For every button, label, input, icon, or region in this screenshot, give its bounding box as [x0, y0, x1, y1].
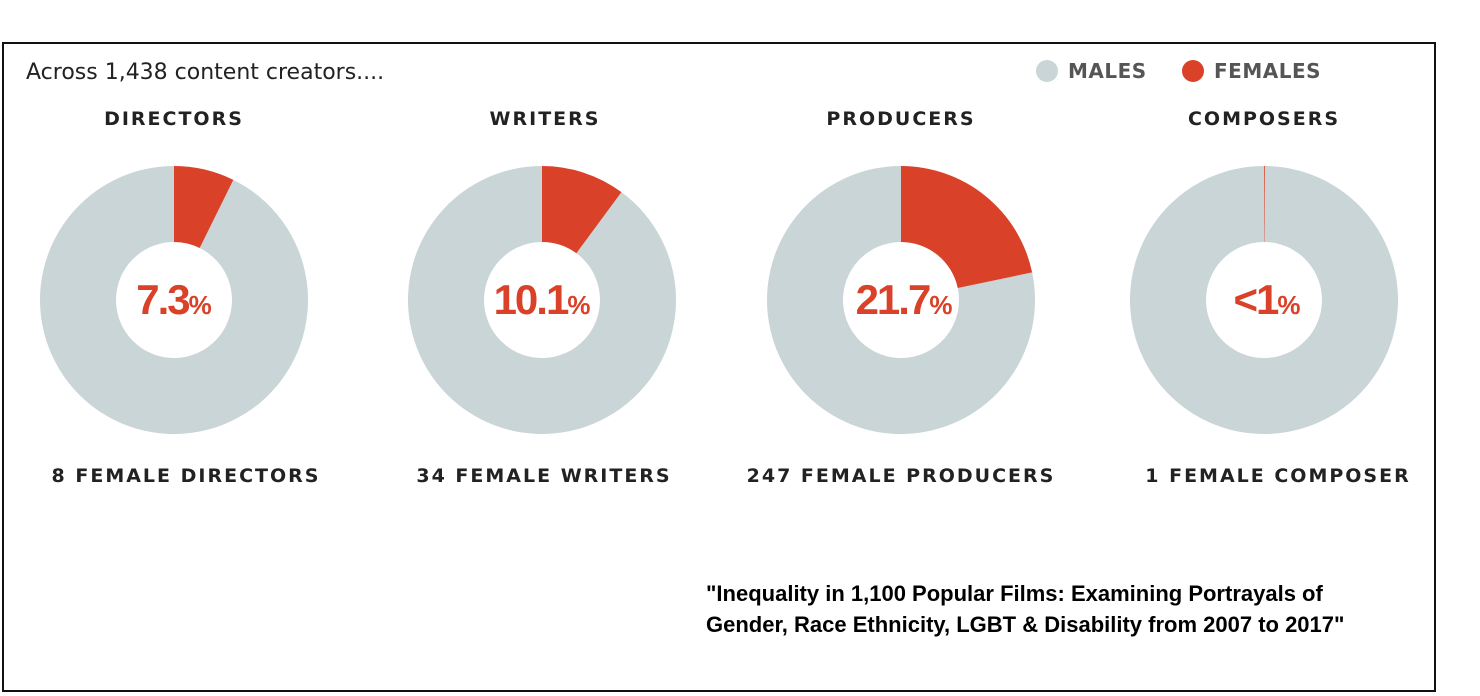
center-value-writers: 10.1%: [442, 270, 642, 335]
center-number-producers: 21.7: [855, 276, 932, 323]
donut-chart-writers: [408, 166, 676, 435]
count-label-writers: 34 FEMALE WRITERS: [416, 465, 672, 487]
legend-item-males: MALES: [1036, 58, 1147, 84]
center-number-composers: <1: [1233, 276, 1279, 323]
center-unit-writers: %: [567, 290, 591, 320]
slice-males-producers: [767, 166, 1035, 434]
count-label-composers: 1 FEMALE COMPOSER: [1145, 465, 1411, 487]
slice-females-composers: [1264, 166, 1265, 243]
slice-females-writers: [542, 166, 622, 254]
center-unit-producers: %: [929, 290, 953, 320]
center-unit-directors: %: [188, 290, 212, 320]
slice-males-directors: [40, 166, 308, 434]
intro-text: Across 1,438 content creators....: [26, 60, 385, 85]
donut-chart-producers: [767, 166, 1035, 434]
count-label-producers: 247 FEMALE PRODUCERS: [746, 465, 1056, 487]
center-value-composers: <1%: [1167, 270, 1367, 335]
center-value-producers: 21.7%: [804, 270, 1004, 335]
chart-title-directors: DIRECTORS: [104, 108, 244, 130]
donut-chart-composers: [1130, 166, 1398, 434]
legend-label-females: FEMALES: [1214, 59, 1322, 83]
chart-title-writers: WRITERS: [489, 108, 601, 130]
center-number-writers: 10.1: [493, 276, 570, 323]
legend-dot-females: [1182, 60, 1204, 82]
slice-males-composers: [1130, 166, 1398, 434]
chart-frame: [2, 42, 1436, 692]
source-line-2: Gender, Race Ethnicity, LGBT & Disabilit…: [706, 612, 1345, 637]
source-citation: "Inequality in 1,100 Popular Films: Exam…: [706, 578, 1344, 640]
chart-title-producers: PRODUCERS: [826, 108, 976, 130]
legend-label-males: MALES: [1068, 59, 1147, 83]
count-label-directors: 8 FEMALE DIRECTORS: [51, 465, 321, 487]
center-unit-composers: %: [1277, 290, 1301, 320]
center-number-directors: 7.3: [136, 276, 190, 323]
chart-title-composers: COMPOSERS: [1187, 108, 1341, 130]
legend-dot-males: [1036, 60, 1058, 82]
source-line-1: "Inequality in 1,100 Popular Films: Exam…: [706, 581, 1323, 606]
donut-chart-directors: [40, 166, 308, 434]
slice-males-writers: [408, 166, 676, 435]
slice-females-directors: [174, 166, 234, 248]
legend-item-females: FEMALES: [1182, 58, 1321, 84]
slice-females-producers: [901, 166, 1033, 289]
center-value-directors: 7.3%: [74, 270, 274, 335]
